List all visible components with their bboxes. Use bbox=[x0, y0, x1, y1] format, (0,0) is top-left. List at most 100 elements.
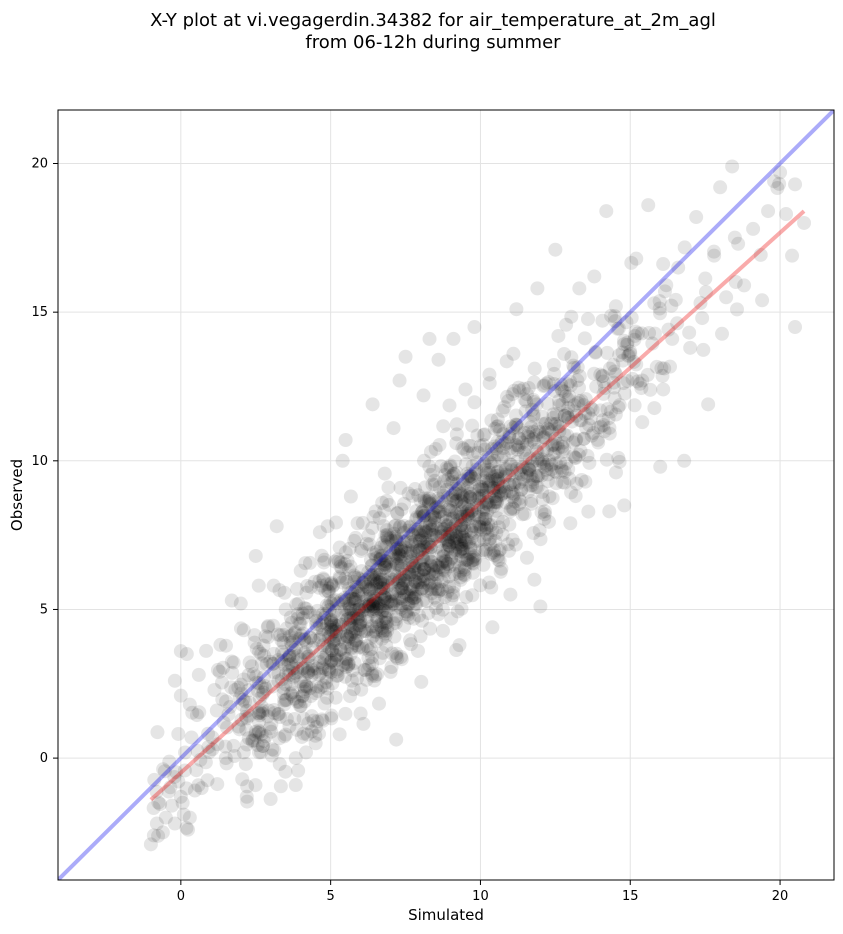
data-point bbox=[609, 465, 624, 480]
data-point bbox=[419, 536, 434, 551]
data-point bbox=[207, 683, 222, 698]
data-point bbox=[390, 557, 405, 572]
data-point bbox=[513, 494, 528, 509]
data-point bbox=[482, 367, 497, 382]
data-point bbox=[481, 517, 496, 532]
data-point bbox=[258, 681, 273, 696]
data-point bbox=[312, 580, 327, 595]
data-point bbox=[541, 453, 556, 468]
data-point bbox=[293, 699, 308, 714]
data-point bbox=[611, 321, 626, 336]
data-point bbox=[385, 596, 400, 611]
data-point bbox=[359, 672, 374, 687]
data-point bbox=[167, 769, 182, 784]
data-point bbox=[498, 467, 513, 482]
data-point bbox=[322, 630, 337, 645]
data-point bbox=[617, 498, 632, 513]
data-point bbox=[374, 540, 389, 555]
data-point bbox=[232, 690, 247, 705]
data-point bbox=[463, 439, 478, 454]
data-point bbox=[393, 554, 408, 569]
data-point bbox=[334, 561, 349, 576]
data-point bbox=[559, 456, 574, 471]
data-point bbox=[366, 594, 381, 609]
data-point bbox=[252, 708, 267, 723]
data-point bbox=[385, 533, 400, 548]
data-point bbox=[454, 539, 469, 554]
data-point bbox=[494, 487, 509, 502]
data-point bbox=[346, 611, 361, 626]
data-point bbox=[431, 505, 446, 520]
data-point bbox=[652, 301, 667, 316]
data-point bbox=[526, 424, 541, 439]
data-point bbox=[388, 529, 403, 544]
data-point bbox=[362, 596, 377, 611]
data-point bbox=[597, 380, 612, 395]
data-point bbox=[248, 548, 263, 563]
data-point bbox=[327, 636, 342, 651]
data-point bbox=[307, 574, 322, 589]
data-point bbox=[251, 723, 266, 738]
data-point bbox=[349, 671, 364, 686]
data-point bbox=[325, 676, 340, 691]
data-point bbox=[284, 638, 299, 653]
data-point bbox=[319, 598, 334, 613]
data-point bbox=[473, 438, 488, 453]
data-point bbox=[547, 366, 562, 381]
data-point bbox=[278, 727, 293, 742]
data-point bbox=[540, 443, 555, 458]
data-point bbox=[557, 346, 572, 361]
data-point bbox=[247, 628, 262, 643]
data-point bbox=[398, 573, 413, 588]
data-point bbox=[171, 726, 186, 741]
data-point bbox=[338, 433, 353, 447]
data-point bbox=[434, 528, 449, 543]
data-point bbox=[344, 627, 359, 642]
data-point bbox=[329, 668, 344, 683]
data-point bbox=[331, 554, 346, 569]
data-point bbox=[465, 553, 480, 568]
data-point bbox=[389, 569, 404, 584]
data-point bbox=[395, 581, 410, 596]
data-point bbox=[470, 500, 485, 515]
data-point bbox=[329, 647, 344, 662]
data-point bbox=[430, 593, 445, 608]
data-point bbox=[511, 438, 526, 453]
data-point bbox=[279, 711, 294, 726]
data-point bbox=[443, 545, 458, 560]
data-point bbox=[233, 621, 248, 636]
data-point bbox=[324, 614, 339, 629]
data-point bbox=[374, 621, 389, 636]
data-point bbox=[529, 397, 544, 412]
data-point bbox=[453, 570, 468, 585]
data-point bbox=[312, 667, 327, 682]
data-point bbox=[440, 519, 455, 534]
data-point bbox=[560, 407, 575, 422]
grid bbox=[58, 110, 834, 880]
data-point bbox=[427, 473, 442, 488]
data-point bbox=[460, 445, 475, 460]
data-point bbox=[490, 468, 505, 483]
data-point bbox=[377, 556, 392, 571]
data-point bbox=[388, 612, 403, 627]
data-point bbox=[623, 344, 638, 359]
data-point bbox=[411, 527, 426, 542]
data-point bbox=[647, 326, 662, 341]
data-point bbox=[562, 389, 577, 404]
data-point bbox=[489, 503, 504, 518]
data-point bbox=[277, 657, 292, 672]
data-point bbox=[448, 524, 463, 539]
data-point bbox=[368, 593, 383, 608]
data-point bbox=[506, 420, 521, 435]
data-point bbox=[536, 379, 551, 394]
data-point bbox=[408, 522, 423, 537]
data-point bbox=[363, 574, 378, 589]
data-point bbox=[569, 432, 584, 447]
data-point bbox=[635, 415, 650, 430]
data-point bbox=[476, 504, 491, 519]
data-point bbox=[453, 563, 468, 578]
data-point bbox=[396, 525, 411, 540]
data-point bbox=[539, 462, 554, 477]
data-point bbox=[611, 450, 626, 465]
data-point bbox=[392, 519, 407, 534]
